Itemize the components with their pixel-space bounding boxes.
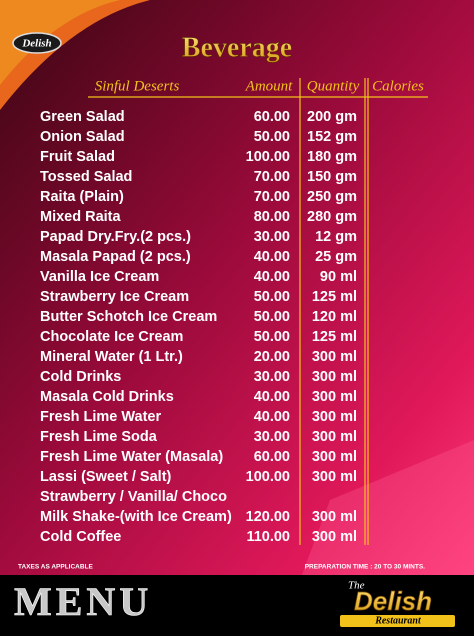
- item-amount: 50.00: [254, 289, 290, 305]
- item-quantity: 12 gm: [315, 229, 357, 245]
- item-amount: 50.00: [254, 309, 290, 325]
- item-name: Strawberry Ice Cream: [40, 289, 189, 305]
- column-header: Amount: [245, 78, 293, 94]
- column-header: Sinful Deserts: [95, 78, 180, 94]
- item-amount: 100.00: [246, 469, 290, 485]
- item-amount: 100.00: [246, 149, 290, 165]
- item-name: Mineral Water (1 Ltr.): [40, 349, 183, 365]
- item-amount: 70.00: [254, 169, 290, 185]
- item-amount: 50.00: [254, 129, 290, 145]
- title: Beverage: [182, 32, 292, 63]
- item-quantity: 300 ml: [312, 529, 357, 545]
- item-name: Vanilla Ice Cream: [40, 269, 159, 285]
- item-amount: 40.00: [254, 249, 290, 265]
- column-header: Quantity: [307, 78, 360, 94]
- item-amount: 60.00: [254, 109, 290, 125]
- brand-ribbon: [340, 615, 455, 627]
- item-name: Strawberry / Vanilla/ Choco: [40, 489, 227, 505]
- item-name: Green Salad: [40, 109, 125, 125]
- item-amount: 20.00: [254, 349, 290, 365]
- item-amount: 30.00: [254, 429, 290, 445]
- item-name: Lassi (Sweet / Salt): [40, 469, 172, 485]
- footer-note: PREPARATION TIME : 20 TO 30 MINTS.: [305, 564, 425, 571]
- item-quantity: 300 ml: [312, 409, 357, 425]
- menu-rows: Green Salad 60.00 200 gm Onion Salad 50.00 15…: [40, 109, 357, 545]
- item-name: Fruit Salad: [40, 149, 115, 165]
- item-quantity: 150 gm: [307, 169, 357, 185]
- item-name: Milk Shake-(with Ice Cream): [40, 509, 232, 525]
- menu-label: MENU: [14, 579, 152, 624]
- item-quantity: 250 gm: [307, 189, 357, 205]
- item-name: Masala Papad (2 pcs.): [40, 249, 191, 265]
- item-quantity: 125 ml: [312, 329, 357, 345]
- bg-shape: [300, 440, 474, 580]
- item-quantity: 300 ml: [312, 469, 357, 485]
- item-amount: 120.00: [246, 509, 290, 525]
- item-quantity: 280 gm: [307, 209, 357, 225]
- item-name: Fresh Lime Water (Masala): [40, 449, 223, 465]
- item-name: Fresh Lime Water: [40, 409, 161, 425]
- corner-shape: [0, 0, 120, 85]
- item-name: Papad Dry.Fry.(2 pcs.): [40, 229, 191, 245]
- brand-sub: Restaurant: [374, 615, 422, 626]
- item-name: Butter Schotch Ice Cream: [40, 309, 217, 325]
- item-quantity: 300 ml: [312, 429, 357, 445]
- item-quantity: 125 ml: [312, 289, 357, 305]
- logo-text: Delish: [21, 38, 51, 50]
- item-quantity: 300 ml: [312, 369, 357, 385]
- footer-note: TAXES AS APPLICABLE: [18, 564, 94, 571]
- item-amount: 30.00: [254, 229, 290, 245]
- item-amount: 110.00: [246, 529, 290, 545]
- item-quantity: 300 ml: [312, 349, 357, 365]
- item-name: Cold Coffee: [40, 529, 121, 545]
- item-amount: 30.00: [254, 369, 290, 385]
- item-quantity: 152 gm: [307, 129, 357, 145]
- item-name: Cold Drinks: [40, 369, 121, 385]
- item-amount: 50.00: [254, 329, 290, 345]
- item-quantity: 90 ml: [320, 269, 357, 285]
- item-name: Masala Cold Drinks: [40, 389, 174, 405]
- item-amount: 40.00: [254, 409, 290, 425]
- item-quantity: 120 ml: [312, 309, 357, 325]
- item-name: Onion Salad: [40, 129, 125, 145]
- item-quantity: 300 ml: [312, 449, 357, 465]
- item-amount: 40.00: [254, 269, 290, 285]
- item-quantity: 180 gm: [307, 149, 357, 165]
- brand-the: The: [348, 580, 365, 592]
- item-quantity: 300 ml: [312, 389, 357, 405]
- item-amount: 70.00: [254, 189, 290, 205]
- item-name: Tossed Salad: [40, 169, 132, 185]
- item-name: Raita (Plain): [40, 189, 124, 205]
- brand-name: Delish: [354, 586, 432, 616]
- item-name: Chocolate Ice Cream: [40, 329, 183, 345]
- item-name: Fresh Lime Soda: [40, 429, 158, 445]
- item-quantity: 300 ml: [312, 509, 357, 525]
- item-quantity: 25 gm: [315, 249, 357, 265]
- item-amount: 80.00: [254, 209, 290, 225]
- item-amount: 60.00: [254, 449, 290, 465]
- logo-badge: [12, 32, 62, 54]
- item-name: Mixed Raita: [40, 209, 122, 225]
- item-quantity: 200 gm: [307, 109, 357, 125]
- item-amount: 40.00: [254, 389, 290, 405]
- column-header: Calories: [372, 78, 424, 94]
